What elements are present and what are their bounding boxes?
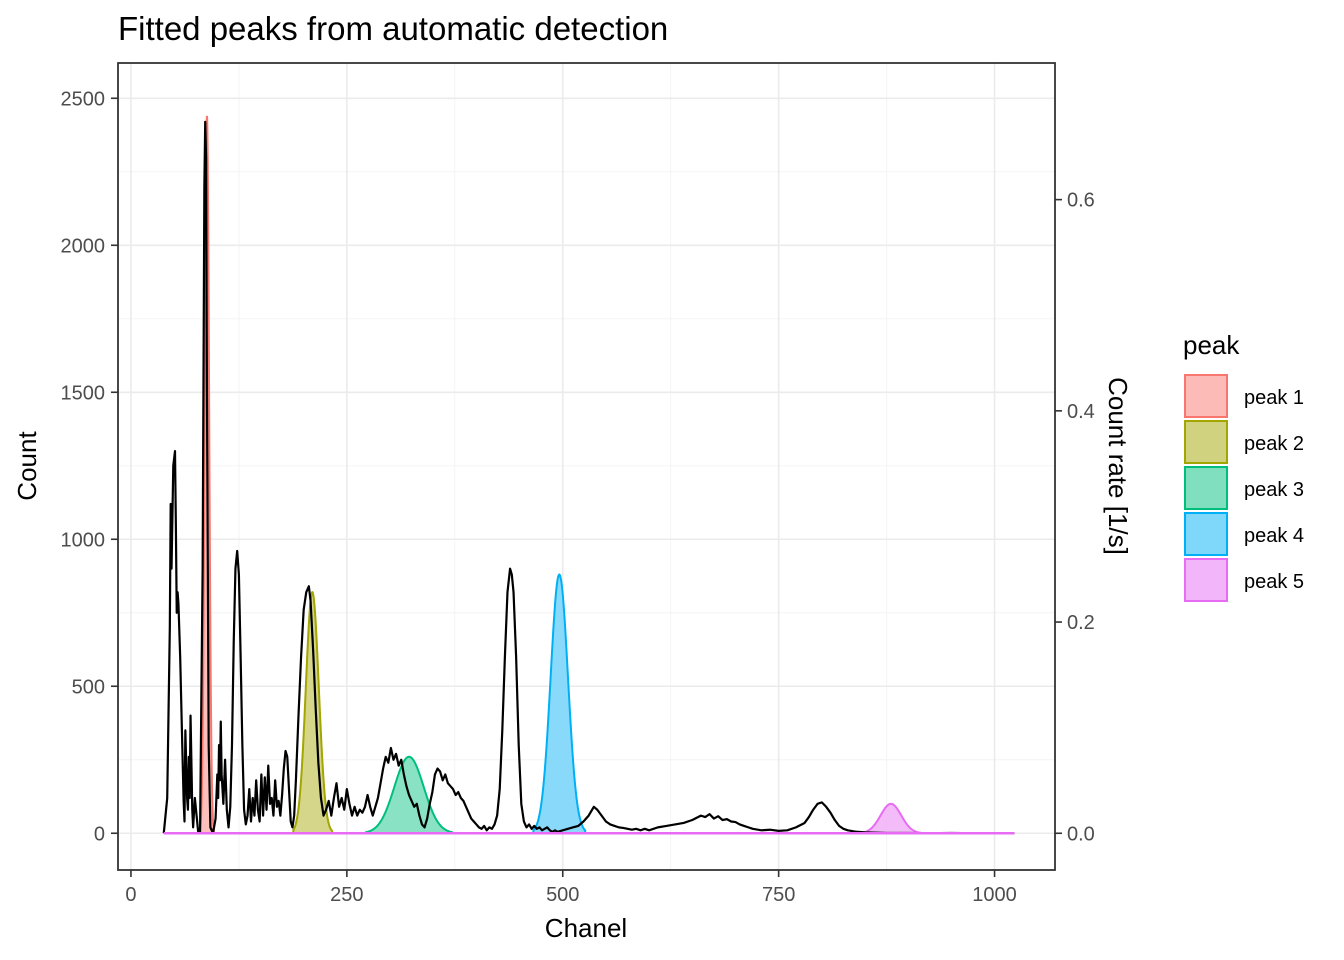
legend-label-peak-2: peak 2 <box>1244 433 1304 455</box>
x-tick-label: 1000 <box>972 884 1017 906</box>
legend-items: peak 1 peak 2 peak 3 peak 4 peak 5 <box>1184 374 1304 602</box>
legend-title: peak <box>1183 330 1240 360</box>
y-axis: 0 500 1000 1500 2000 2500 <box>61 88 118 845</box>
legend: peak peak 1 peak 2 peak 3 peak 4 peak 5 <box>1183 330 1304 602</box>
legend-key-peak-3 <box>1184 466 1228 510</box>
x-axis: 0 250 500 750 1000 <box>125 870 1017 906</box>
legend-key-peak-1 <box>1184 374 1228 418</box>
y2-tick-label: 0.2 <box>1067 612 1095 634</box>
peak-area-peak-5 <box>859 802 923 835</box>
y-axis-title: Count <box>12 431 42 501</box>
y2-tick-label: 0.0 <box>1067 823 1095 845</box>
x-tick-label: 500 <box>546 884 579 906</box>
y2-tick-label: 0.4 <box>1067 401 1095 423</box>
secondary-y-axis: 0.0 0.2 0.4 0.6 <box>1055 190 1095 845</box>
peak-area-peak-4 <box>532 573 587 835</box>
x-axis-title: Chanel <box>545 913 627 943</box>
legend-label-peak-4: peak 4 <box>1244 525 1304 547</box>
grid <box>118 63 1055 870</box>
spectrum-layer <box>162 120 1015 835</box>
legend-key-peak-4 <box>1184 512 1228 556</box>
legend-label-peak-1: peak 1 <box>1244 387 1304 409</box>
y-tick-label: 1500 <box>61 382 106 404</box>
y-tick-label: 2500 <box>61 88 106 110</box>
x-tick-label: 0 <box>125 884 136 906</box>
spectrum-line <box>162 120 1015 835</box>
legend-label-peak-3: peak 3 <box>1244 479 1304 501</box>
y-tick-label: 0 <box>94 823 105 845</box>
legend-key-peak-5 <box>1184 558 1228 602</box>
y-tick-label: 500 <box>72 676 105 698</box>
legend-key-peak-2 <box>1184 420 1228 464</box>
secondary-y-axis-title: Count rate [1/s] <box>1103 377 1133 555</box>
legend-label-peak-5: peak 5 <box>1244 571 1304 593</box>
chart-title: Fitted peaks from automatic detection <box>118 10 668 47</box>
peak-areas <box>199 115 923 835</box>
y2-tick-label: 0.6 <box>1067 190 1095 212</box>
y-tick-label: 2000 <box>61 235 106 257</box>
y-tick-label: 1000 <box>61 529 106 551</box>
x-tick-label: 250 <box>330 884 363 906</box>
x-tick-label: 750 <box>762 884 795 906</box>
panel-border <box>117 62 1056 871</box>
